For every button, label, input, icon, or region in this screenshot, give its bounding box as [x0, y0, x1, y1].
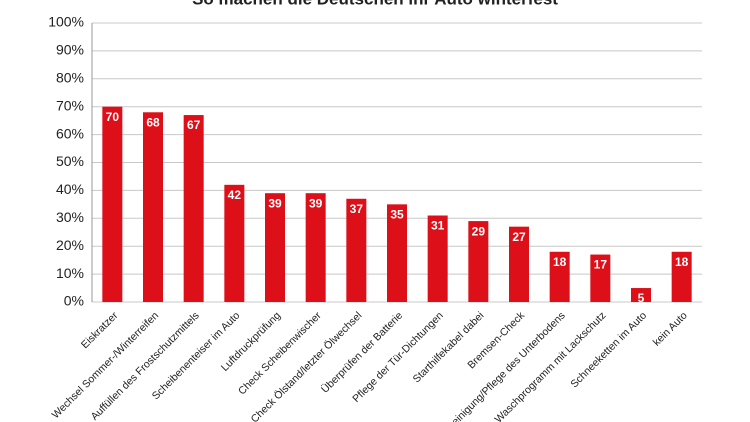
- x-tick-label: Starthilfekabel dabei: [411, 310, 487, 386]
- data-label: 35: [390, 208, 404, 222]
- y-tick-label: 0%: [64, 293, 84, 309]
- y-tick-label: 30%: [56, 209, 84, 225]
- data-label: 27: [512, 230, 526, 244]
- y-tick-label: 100%: [48, 14, 84, 30]
- data-label: 67: [187, 118, 201, 132]
- bar: [102, 106, 123, 302]
- y-tick-label: 50%: [56, 153, 84, 169]
- data-label: 17: [594, 258, 608, 272]
- bar: [183, 115, 204, 302]
- bar: [265, 193, 285, 302]
- data-label: 39: [268, 196, 282, 210]
- y-tick-label: 20%: [56, 237, 84, 253]
- data-label: 18: [553, 255, 567, 269]
- data-label: 18: [675, 255, 689, 269]
- data-label: 37: [350, 202, 364, 216]
- data-label: 31: [431, 219, 445, 233]
- bar: [671, 251, 692, 302]
- data-label: 39: [309, 196, 323, 210]
- chart-title: So machen die Deutschen ihr Auto winterf…: [192, 0, 558, 8]
- x-tick-label: Überprüfen der Batterie: [319, 309, 405, 395]
- bar: [143, 112, 163, 302]
- data-label: 68: [146, 115, 160, 129]
- data-label: 70: [106, 110, 120, 124]
- x-tick-label: kein Auto: [651, 309, 690, 348]
- bar: [549, 251, 570, 302]
- y-tick-label: 40%: [56, 181, 84, 197]
- data-label: 5: [638, 291, 645, 305]
- bar: [427, 215, 448, 302]
- bar: [224, 184, 245, 302]
- bar: [346, 198, 367, 302]
- y-tick-label: 70%: [56, 97, 84, 113]
- x-tick-label: Schneeketten im Auto: [568, 309, 649, 390]
- bar: [468, 221, 489, 302]
- y-tick-label: 10%: [56, 265, 84, 281]
- y-tick-label: 80%: [56, 70, 84, 86]
- bar: [590, 254, 611, 302]
- x-tick-label: Eiskratzer: [79, 309, 121, 351]
- y-tick-label: 60%: [56, 125, 84, 141]
- data-label: 29: [472, 224, 486, 238]
- y-tick-label: 90%: [56, 42, 84, 58]
- bar: [631, 288, 651, 302]
- bar: [305, 193, 326, 302]
- data-label: 42: [228, 188, 242, 202]
- bar: [509, 226, 529, 302]
- bar: [387, 204, 407, 302]
